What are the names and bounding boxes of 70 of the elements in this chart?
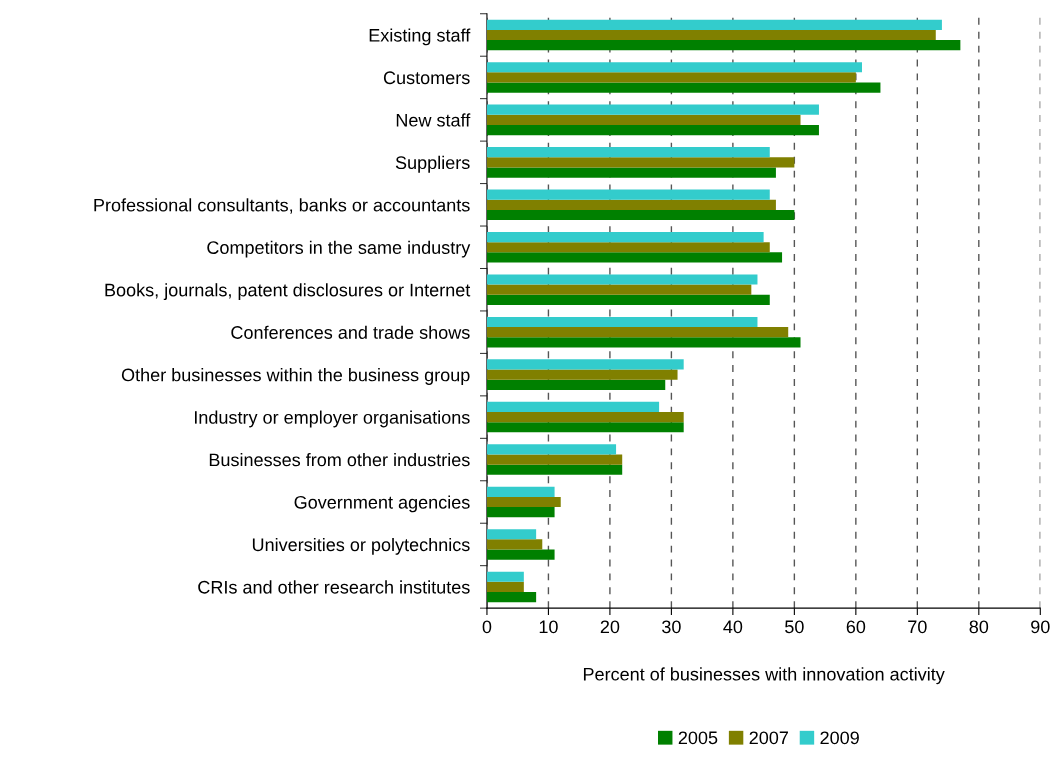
bar	[486, 29, 936, 41]
bar	[486, 411, 684, 423]
legend-label: 2005	[678, 731, 718, 745]
x-tick-label: 40	[723, 620, 743, 634]
y-tick-label: Businesses from other industries	[209, 453, 470, 467]
bar	[486, 464, 623, 475]
y-tick-label: New staff	[396, 113, 471, 127]
bar	[486, 571, 524, 582]
y-tick-label: Universities or polytechnics	[252, 537, 470, 555]
y-tick-label: Existing staff	[369, 28, 471, 46]
bar	[486, 337, 801, 348]
x-tick-label: 20	[600, 620, 620, 634]
bar	[486, 422, 684, 433]
bar	[486, 157, 795, 168]
legend-label: 2007	[749, 731, 788, 745]
y-tick-label: Customers	[383, 71, 470, 85]
bar	[486, 167, 776, 178]
y-tick-label: Other businesses within the business group	[121, 368, 470, 385]
bar	[486, 104, 819, 115]
bar	[486, 359, 684, 370]
y-tick-label: Government agencies	[294, 495, 470, 513]
bar	[486, 316, 758, 328]
x-tick-label: 70	[908, 620, 927, 634]
x-tick-label: 80	[969, 620, 989, 634]
y-tick-label: Books, journals, patent disclosures or Internet	[105, 283, 471, 301]
y-tick-label: Professional consultants, banks or accountants	[94, 198, 470, 214]
x-tick-label: 90	[1031, 620, 1050, 634]
bar	[486, 242, 770, 253]
y-tick-label: Industry or employer organisations	[194, 410, 470, 428]
bar	[486, 581, 524, 593]
x-tick-label: 30	[662, 620, 681, 634]
bar	[486, 82, 881, 93]
bar	[486, 507, 555, 518]
bar	[486, 454, 623, 465]
bar	[486, 209, 795, 221]
y-tick-label: Competitors in the same industry	[207, 240, 471, 258]
bar	[486, 401, 660, 412]
x-tick-label: 50	[785, 620, 804, 634]
x-tick-label: 10	[539, 620, 558, 634]
bar	[486, 294, 770, 305]
bar	[486, 114, 801, 125]
bar	[486, 147, 770, 158]
bar	[486, 62, 862, 73]
bar	[486, 19, 942, 30]
bar	[486, 327, 789, 338]
bar	[486, 444, 617, 455]
bar	[486, 539, 543, 550]
bar	[486, 496, 561, 508]
bar	[486, 124, 819, 136]
bar	[486, 231, 764, 243]
bar	[486, 284, 752, 295]
bar	[486, 529, 537, 540]
bar	[486, 592, 537, 603]
y-tick-label: Conferences and trade shows	[231, 325, 470, 339]
legend-label: 2009	[820, 731, 859, 745]
y-tick-label: CRIs and other research institutes	[198, 580, 470, 594]
bar	[486, 189, 770, 200]
bar	[486, 549, 555, 560]
x-tick-label: 60	[846, 620, 866, 634]
x-axis-title: Percent of businesses with innovation activity	[583, 667, 945, 685]
bar	[486, 199, 776, 210]
bar	[486, 274, 758, 285]
x-tick-label: 0	[482, 620, 492, 634]
bar	[486, 40, 961, 51]
bar	[486, 72, 856, 83]
y-tick-label: Suppliers	[395, 155, 470, 173]
bar	[486, 252, 783, 263]
bar	[486, 379, 666, 390]
bar	[486, 486, 555, 497]
bar	[486, 369, 678, 380]
